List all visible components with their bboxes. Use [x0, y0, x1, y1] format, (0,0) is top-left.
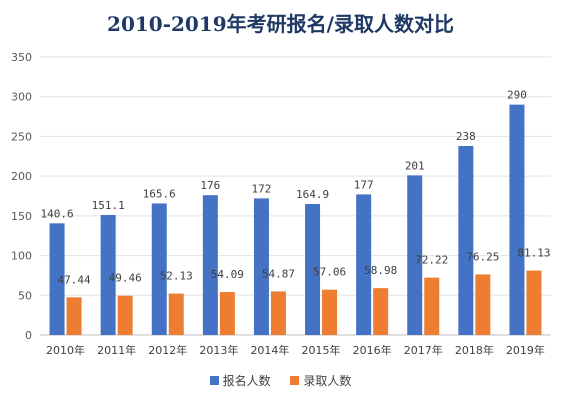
x-tick-label: 2010年 — [46, 343, 85, 357]
legend: 报名人数 录取人数 — [0, 372, 561, 389]
bar-series-2 — [219, 292, 235, 335]
data-label: 54.09 — [211, 268, 244, 281]
y-tick-label: 200 — [11, 170, 32, 183]
data-label: 140.6 — [40, 207, 73, 220]
bar-series-2 — [475, 274, 491, 335]
data-label: 172 — [252, 182, 272, 195]
bar-series-1 — [253, 198, 269, 335]
legend-swatch — [290, 376, 300, 385]
data-label: 47.44 — [57, 273, 90, 286]
bar-series-2 — [168, 293, 184, 335]
bar-series-1 — [305, 204, 321, 335]
bar-series-2 — [117, 295, 133, 335]
legend-item-series-1[interactable]: 报名人数 — [209, 372, 271, 389]
bar-series-1 — [458, 145, 474, 335]
bar-series-1 — [49, 223, 65, 335]
data-label: 58.98 — [364, 264, 397, 277]
bar-series-2 — [373, 288, 389, 335]
bar-series-1 — [509, 104, 525, 336]
data-label: 57.06 — [313, 266, 346, 279]
bar-series-1 — [151, 203, 167, 335]
x-tick-label: 2014年 — [250, 343, 289, 357]
bar-series-2 — [66, 297, 82, 335]
data-label: 81.13 — [517, 247, 550, 260]
bar-series-2 — [526, 270, 542, 335]
data-label: 76.25 — [466, 250, 499, 263]
bar-series-1 — [100, 214, 116, 335]
data-label: 72.22 — [415, 254, 448, 267]
x-tick-label: 2013年 — [199, 343, 238, 357]
data-labels: 140.6 47.44 151.1 49.46 165.6 52.13 176 54.09 17… — [40, 89, 550, 287]
x-tick-label: 2019年 — [506, 343, 545, 357]
bar-series-1 — [202, 195, 218, 335]
data-label: 54.87 — [262, 267, 295, 280]
y-tick-label: 0 — [25, 329, 32, 342]
data-label: 52.13 — [160, 270, 193, 283]
data-label: 201 — [405, 159, 425, 172]
y-tick-label: 250 — [11, 130, 32, 143]
bar-series-2 — [424, 277, 440, 335]
legend-swatch — [209, 376, 219, 385]
bar-series-2 — [322, 289, 338, 335]
y-tick-label: 350 — [11, 51, 32, 64]
data-label: 49.46 — [109, 272, 142, 285]
data-label: 164.9 — [296, 188, 329, 201]
data-label: 238 — [456, 130, 476, 143]
data-label: 165.6 — [143, 187, 176, 200]
data-label: 176 — [200, 179, 220, 192]
bar-series-1 — [356, 194, 372, 335]
y-tick-label: 50 — [18, 289, 32, 302]
x-tick-label: 2012年 — [148, 343, 187, 357]
x-tick-label: 2011年 — [97, 343, 136, 357]
data-label: 290 — [507, 89, 527, 102]
bar-series-2 — [270, 291, 286, 335]
y-tick-label: 100 — [11, 250, 32, 263]
y-axis: 0 50 100 150 200 250 300 350 — [11, 51, 32, 342]
chart-title: 2010-2019年考研报名/录取人数对比 — [107, 12, 454, 36]
data-label: 151.1 — [92, 199, 125, 212]
x-tick-label: 2016年 — [353, 343, 392, 357]
legend-item-series-2[interactable]: 录取人数 — [290, 372, 351, 389]
x-tick-label: 2015年 — [302, 343, 341, 357]
legend-label: 录取人数 — [303, 374, 352, 388]
data-label: 177 — [354, 178, 374, 191]
x-tick-label: 2018年 — [455, 343, 494, 357]
y-tick-label: 150 — [11, 210, 32, 223]
x-axis: 2010年 2011年 2012年 2013年 2014年 2015年 2016年 2017年… — [46, 343, 545, 357]
x-tick-label: 2017年 — [404, 343, 443, 357]
y-tick-label: 300 — [11, 91, 32, 104]
bars — [49, 104, 542, 336]
bar-series-1 — [407, 175, 423, 335]
legend-label: 报名人数 — [222, 374, 271, 388]
